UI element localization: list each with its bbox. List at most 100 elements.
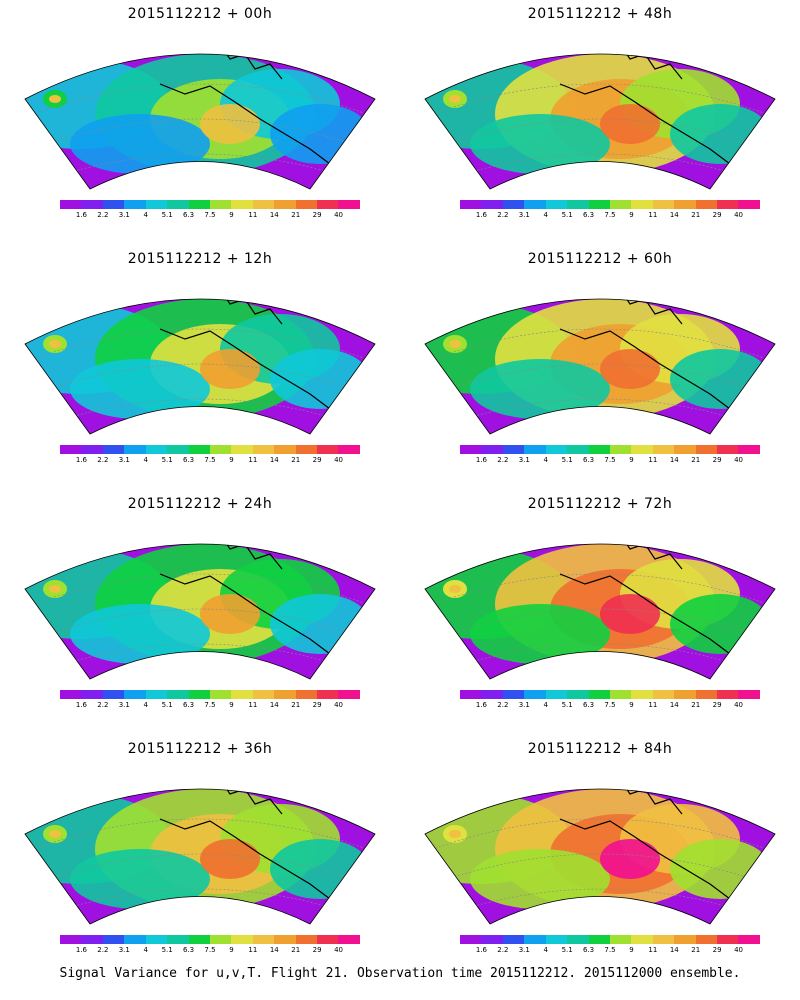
colorbar-swatch	[209, 445, 232, 454]
colorbar-tick-label: 3.1	[118, 946, 130, 954]
colorbar-swatch	[609, 690, 632, 699]
colorbar-swatch	[188, 935, 210, 944]
colorbar-swatch	[124, 200, 146, 209]
colorbar-swatch	[231, 445, 253, 454]
colorbar-tick-label: 11	[248, 211, 258, 219]
variance-map	[424, 53, 776, 190]
colorbar-swatch	[695, 690, 718, 699]
colorbar-tick-label: 29	[312, 946, 322, 954]
colorbar-tick-label: 6.3	[582, 211, 595, 219]
colorbar-tick-label: 2.2	[497, 456, 509, 464]
map-panel: 2015112212 + 60h 1.6 2.2 3.1 4 5.1 6.3 7.5 9 11 14…	[410, 245, 790, 490]
colorbar-tick-label: 29	[712, 946, 722, 954]
colorbar-tick-label: 5.1	[161, 456, 173, 464]
variance-map	[424, 298, 776, 435]
colorbar-tick-label: 14	[669, 701, 679, 709]
map-panel: 2015112212 + 72h 1.6 2.2 3.1 4 5.1 6.3 7.5 9 11 14…	[410, 490, 790, 735]
colorbar-swatch	[481, 200, 503, 209]
colorbar-tick-label: 3.1	[518, 211, 530, 219]
colorbar-tick-label: 5.1	[561, 701, 573, 709]
colorbar-swatch	[60, 690, 82, 699]
colorbar-tick-label: 2.2	[497, 946, 509, 954]
colorbar-tick-label: 4	[143, 701, 148, 709]
colorbar-swatch	[738, 445, 760, 454]
colorbar-swatch	[567, 445, 589, 454]
colorbar-swatch	[460, 690, 482, 699]
colorbar-tick-label: 5.1	[161, 946, 173, 954]
colorbar-swatch	[124, 935, 146, 944]
colorbar-tick-label: 40	[334, 701, 344, 709]
colorbar-swatch	[674, 200, 696, 209]
colorbar-tick-label: 6.3	[182, 456, 195, 464]
colorbar-tick-label: 6.3	[182, 946, 195, 954]
colorbar-tick-label: 29	[312, 701, 322, 709]
colorbar-swatch	[481, 690, 503, 699]
colorbar-tick-label: 4	[543, 946, 548, 954]
colorbar-tick-label: 11	[648, 211, 658, 219]
panel-title: 2015112212 + 24h	[127, 496, 273, 512]
colorbar-swatch	[545, 445, 568, 454]
colorbar-tick-label: 40	[734, 211, 744, 219]
colorbar-tick-label: 7.5	[204, 211, 216, 219]
colorbar-swatch	[567, 200, 589, 209]
colorbar-tick-label: 21	[691, 211, 701, 219]
colorbar-swatch	[631, 200, 653, 209]
colorbar-swatch	[717, 200, 739, 209]
colorbar-swatch	[609, 935, 632, 944]
colorbar-tick-label: 3.1	[118, 456, 130, 464]
colorbar-swatch	[652, 935, 675, 944]
colorbar-swatch	[274, 935, 296, 944]
colorbar-swatch	[317, 690, 339, 699]
map-panel: 2015112212 + 24h 1.6 2.2 3.1 4 5.1 6.3 7.5 9 11 14…	[10, 490, 390, 735]
colorbar-swatch	[460, 200, 482, 209]
colorbar	[60, 935, 360, 944]
colorbar-tick-label: 2.2	[497, 701, 509, 709]
panel-title: 2015112212 + 72h	[527, 496, 673, 512]
colorbar-tick-label: 4	[143, 211, 148, 219]
colorbar-swatch	[524, 445, 546, 454]
colorbar-swatch	[81, 200, 103, 209]
colorbar-swatch	[252, 690, 275, 699]
colorbar-tick-label: 9	[629, 946, 634, 954]
colorbar-tick-label: 1.6	[75, 946, 87, 954]
colorbar-swatch	[145, 690, 168, 699]
colorbar-swatch	[60, 200, 82, 209]
colorbar-swatch	[567, 690, 589, 699]
colorbar-tick-label: 29	[712, 456, 722, 464]
colorbar-swatch	[145, 200, 168, 209]
colorbar-labels: 1.6 2.2 3.1 4 5.1 6.3 7.5 9 11 14 21 29 40	[460, 456, 760, 466]
map-panel: 2015112212 + 00h 1.6 2.2 3.1 4 5.1 6.3 7.5 9 11 14…	[10, 0, 390, 245]
colorbar-swatch	[738, 935, 760, 944]
colorbar	[60, 690, 360, 699]
colorbar-tick-label: 21	[291, 211, 301, 219]
colorbar-tick-label: 14	[269, 701, 279, 709]
colorbar-swatch	[695, 935, 718, 944]
colorbar-swatch	[695, 200, 718, 209]
colorbar-swatch	[652, 445, 675, 454]
map-panel: 2015112212 + 12h 1.6 2.2 3.1 4 5.1 6.3 7.5 9 11 14…	[10, 245, 390, 490]
colorbar-tick-label: 3.1	[118, 211, 130, 219]
colorbar-tick-label: 7.5	[604, 701, 616, 709]
colorbar-swatch	[167, 445, 189, 454]
colorbar-swatch	[524, 200, 546, 209]
colorbar-swatch	[295, 200, 318, 209]
colorbar-swatch	[481, 935, 503, 944]
colorbar-tick-label: 3.1	[518, 456, 530, 464]
colorbar-swatch	[631, 445, 653, 454]
colorbar-swatch	[209, 935, 232, 944]
colorbar-tick-label: 2.2	[97, 456, 109, 464]
colorbar-swatch	[460, 445, 482, 454]
colorbar-tick-label: 40	[334, 456, 344, 464]
colorbar-swatch	[81, 445, 103, 454]
colorbar-tick-label: 14	[669, 946, 679, 954]
colorbar-tick-label: 9	[229, 701, 234, 709]
colorbar-swatch	[717, 935, 739, 944]
colorbar-swatch	[317, 935, 339, 944]
colorbar-tick-label: 2.2	[497, 211, 509, 219]
colorbar-swatch	[252, 935, 275, 944]
colorbar-swatch	[167, 690, 189, 699]
colorbar-swatch	[60, 935, 82, 944]
colorbar-tick-label: 5.1	[561, 946, 573, 954]
colorbar-labels: 1.6 2.2 3.1 4 5.1 6.3 7.5 9 11 14 21 29 40	[60, 211, 360, 221]
colorbar-labels: 1.6 2.2 3.1 4 5.1 6.3 7.5 9 11 14 21 29 40	[60, 456, 360, 466]
